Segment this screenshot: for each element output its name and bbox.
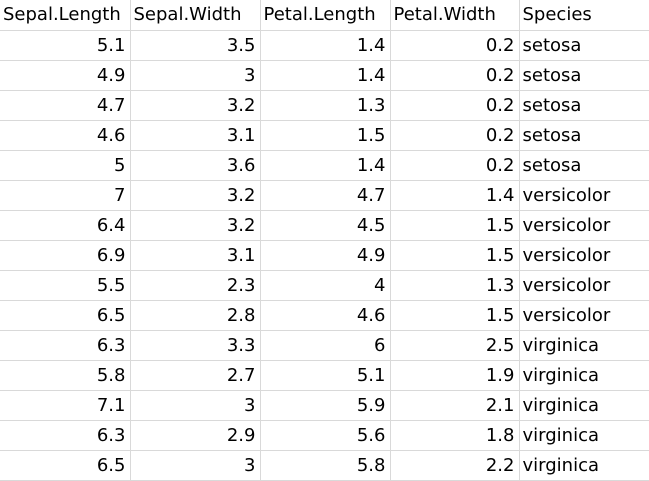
cell-species[interactable]: virginica bbox=[519, 390, 649, 421]
cell-species[interactable]: versicolor bbox=[519, 240, 649, 271]
cell-species[interactable]: setosa bbox=[519, 120, 649, 151]
cell-sepal-length[interactable]: 5 bbox=[0, 150, 131, 181]
cell-species[interactable]: versicolor bbox=[519, 270, 649, 301]
cell-petal-width[interactable]: 1.9 bbox=[390, 360, 520, 391]
cell-species[interactable]: versicolor bbox=[519, 180, 649, 211]
table-row: 7.1 3 5.9 2.1 virginica bbox=[0, 390, 649, 421]
cell-sepal-width[interactable]: 2.9 bbox=[130, 420, 261, 451]
table-row: 4.7 3.2 1.3 0.2 setosa bbox=[0, 90, 649, 121]
cell-sepal-length[interactable]: 5.1 bbox=[0, 30, 131, 61]
cell-petal-width[interactable]: 1.8 bbox=[390, 420, 520, 451]
table-row: 5 3.6 1.4 0.2 setosa bbox=[0, 150, 649, 181]
table-row: 5.8 2.7 5.1 1.9 virginica bbox=[0, 360, 649, 391]
cell-petal-length[interactable]: 4.6 bbox=[260, 300, 391, 331]
cell-species[interactable]: setosa bbox=[519, 90, 649, 121]
cell-sepal-width[interactable]: 3.1 bbox=[130, 120, 261, 151]
cell-petal-length[interactable]: 4 bbox=[260, 270, 391, 301]
cell-species[interactable]: setosa bbox=[519, 30, 649, 61]
cell-petal-width[interactable]: 2.1 bbox=[390, 390, 520, 421]
cell-petal-width[interactable]: 0.2 bbox=[390, 90, 520, 121]
cell-petal-width[interactable]: 2.5 bbox=[390, 330, 520, 361]
table-row: 6.9 3.1 4.9 1.5 versicolor bbox=[0, 240, 649, 271]
cell-sepal-width[interactable]: 3.6 bbox=[130, 150, 261, 181]
cell-petal-length[interactable]: 1.3 bbox=[260, 90, 391, 121]
column-header-petal-width[interactable]: Petal.Width bbox=[390, 0, 520, 31]
cell-species[interactable]: versicolor bbox=[519, 300, 649, 331]
table-row: 5.5 2.3 4 1.3 versicolor bbox=[0, 270, 649, 301]
cell-species[interactable]: virginica bbox=[519, 360, 649, 391]
cell-sepal-width[interactable]: 2.8 bbox=[130, 300, 261, 331]
cell-petal-width[interactable]: 1.3 bbox=[390, 270, 520, 301]
cell-petal-length[interactable]: 5.9 bbox=[260, 390, 391, 421]
cell-petal-width[interactable]: 1.5 bbox=[390, 240, 520, 271]
table-row: 7 3.2 4.7 1.4 versicolor bbox=[0, 180, 649, 211]
cell-sepal-width[interactable]: 3.2 bbox=[130, 210, 261, 241]
cell-petal-length[interactable]: 4.7 bbox=[260, 180, 391, 211]
cell-petal-length[interactable]: 4.9 bbox=[260, 240, 391, 271]
cell-petal-width[interactable]: 1.5 bbox=[390, 300, 520, 331]
cell-petal-width[interactable]: 2.2 bbox=[390, 450, 520, 481]
cell-petal-length[interactable]: 4.5 bbox=[260, 210, 391, 241]
cell-petal-width[interactable]: 0.2 bbox=[390, 150, 520, 181]
cell-sepal-width[interactable]: 3.1 bbox=[130, 240, 261, 271]
column-header-species[interactable]: Species bbox=[519, 0, 649, 31]
cell-sepal-length[interactable]: 4.9 bbox=[0, 60, 131, 91]
cell-species[interactable]: virginica bbox=[519, 450, 649, 481]
column-header-sepal-width[interactable]: Sepal.Width bbox=[130, 0, 261, 31]
cell-petal-width[interactable]: 1.4 bbox=[390, 180, 520, 211]
cell-species[interactable]: setosa bbox=[519, 150, 649, 181]
cell-species[interactable]: versicolor bbox=[519, 210, 649, 241]
cell-species[interactable]: setosa bbox=[519, 60, 649, 91]
table-row: 6.3 3.3 6 2.5 virginica bbox=[0, 330, 649, 361]
table-row: 6.5 2.8 4.6 1.5 versicolor bbox=[0, 300, 649, 331]
cell-sepal-length[interactable]: 6.4 bbox=[0, 210, 131, 241]
table-row: 5.1 3.5 1.4 0.2 setosa bbox=[0, 30, 649, 61]
cell-petal-width[interactable]: 1.5 bbox=[390, 210, 520, 241]
cell-sepal-length[interactable]: 4.7 bbox=[0, 90, 131, 121]
cell-petal-length[interactable]: 5.1 bbox=[260, 360, 391, 391]
table-row: 6.5 3 5.8 2.2 virginica bbox=[0, 450, 649, 481]
table-row: 6.4 3.2 4.5 1.5 versicolor bbox=[0, 210, 649, 241]
cell-petal-length[interactable]: 1.4 bbox=[260, 60, 391, 91]
cell-petal-width[interactable]: 0.2 bbox=[390, 60, 520, 91]
cell-sepal-length[interactable]: 6.9 bbox=[0, 240, 131, 271]
cell-petal-length[interactable]: 5.8 bbox=[260, 450, 391, 481]
cell-petal-length[interactable]: 1.4 bbox=[260, 30, 391, 61]
cell-sepal-width[interactable]: 3.5 bbox=[130, 30, 261, 61]
cell-sepal-length[interactable]: 5.8 bbox=[0, 360, 131, 391]
cell-petal-length[interactable]: 1.4 bbox=[260, 150, 391, 181]
table-row: 4.9 3 1.4 0.2 setosa bbox=[0, 60, 649, 91]
cell-sepal-length[interactable]: 7 bbox=[0, 180, 131, 211]
cell-sepal-width[interactable]: 3 bbox=[130, 450, 261, 481]
column-header-sepal-length[interactable]: Sepal.Length bbox=[0, 0, 131, 31]
cell-petal-length[interactable]: 1.5 bbox=[260, 120, 391, 151]
cell-sepal-length[interactable]: 5.5 bbox=[0, 270, 131, 301]
cell-petal-length[interactable]: 6 bbox=[260, 330, 391, 361]
cell-sepal-width[interactable]: 3.2 bbox=[130, 180, 261, 211]
cell-sepal-length[interactable]: 6.5 bbox=[0, 450, 131, 481]
cell-petal-width[interactable]: 0.2 bbox=[390, 120, 520, 151]
cell-petal-length[interactable]: 5.6 bbox=[260, 420, 391, 451]
table-row: 4.6 3.1 1.5 0.2 setosa bbox=[0, 120, 649, 151]
cell-sepal-width[interactable]: 3 bbox=[130, 390, 261, 421]
table-row: 6.3 2.9 5.6 1.8 virginica bbox=[0, 420, 649, 451]
cell-species[interactable]: virginica bbox=[519, 420, 649, 451]
cell-sepal-length[interactable]: 6.3 bbox=[0, 330, 131, 361]
cell-sepal-length[interactable]: 4.6 bbox=[0, 120, 131, 151]
cell-sepal-width[interactable]: 3.2 bbox=[130, 90, 261, 121]
cell-sepal-width[interactable]: 3.3 bbox=[130, 330, 261, 361]
cell-species[interactable]: virginica bbox=[519, 330, 649, 361]
cell-sepal-width[interactable]: 2.7 bbox=[130, 360, 261, 391]
cell-sepal-width[interactable]: 3 bbox=[130, 60, 261, 91]
cell-sepal-length[interactable]: 6.3 bbox=[0, 420, 131, 451]
cell-sepal-length[interactable]: 6.5 bbox=[0, 300, 131, 331]
cell-sepal-length[interactable]: 7.1 bbox=[0, 390, 131, 421]
header-row: Sepal.Length Sepal.Width Petal.Length Petal… bbox=[0, 0, 649, 31]
cell-petal-width[interactable]: 0.2 bbox=[390, 30, 520, 61]
column-header-petal-length[interactable]: Petal.Length bbox=[260, 0, 391, 31]
cell-sepal-width[interactable]: 2.3 bbox=[130, 270, 261, 301]
